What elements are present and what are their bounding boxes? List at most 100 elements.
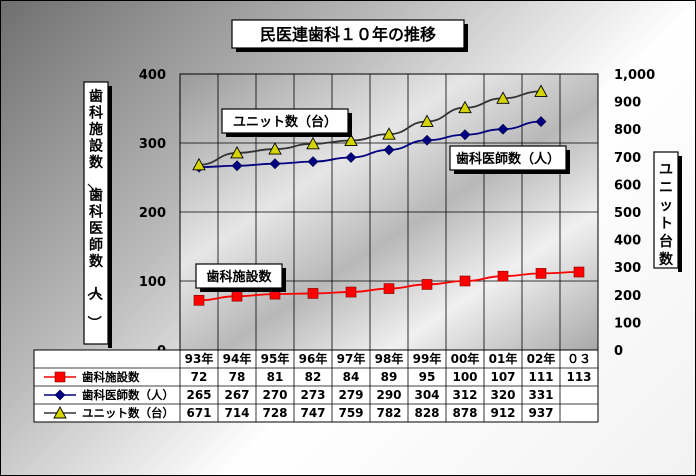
data-label: 107: [490, 370, 515, 384]
right-tick-label: 900: [614, 96, 641, 111]
series-layer: [192, 84, 585, 306]
left-axis-label: 歯科施設数／歯科医師数（人）: [85, 88, 104, 330]
point-diamond: [307, 156, 319, 168]
category-label: 99年: [413, 351, 442, 366]
point-square: [307, 288, 319, 299]
right-tick-label: 300: [614, 261, 641, 276]
left-tick-label: 100: [139, 275, 166, 290]
category-label: 00年: [451, 351, 480, 366]
legend-key-2: [44, 406, 76, 419]
category-label: 93年: [185, 351, 214, 366]
data-label: 273: [300, 388, 325, 402]
point-diamond: [421, 134, 433, 146]
point-diamond: [269, 158, 281, 170]
right-tick-label: 400: [614, 234, 641, 249]
point-diamond: [497, 123, 509, 135]
data-label: 759: [338, 406, 363, 420]
right-tick-label: 800: [614, 123, 641, 138]
category-label: 95年: [261, 351, 290, 366]
data-label: 728: [262, 406, 287, 420]
point-triangle: [230, 145, 244, 159]
data-label: 72: [191, 370, 208, 384]
point-square: [231, 290, 243, 302]
legend-key-0: [44, 371, 76, 383]
data-label: 84: [343, 370, 360, 384]
chart-title: 民医連歯科１０年の推移: [260, 25, 436, 44]
legend-label: ユニット数（台）: [82, 406, 174, 420]
left-tick-label: 400: [139, 68, 166, 83]
data-label: 671: [186, 406, 211, 420]
left-axis-label-shadow: [108, 86, 112, 348]
right-tick-label: 0: [614, 344, 623, 359]
data-label: 81: [267, 370, 284, 384]
point-diamond: [54, 389, 66, 401]
category-label: 01年: [489, 351, 518, 366]
category-label: 98年: [375, 351, 404, 366]
annotation-unit: ユニット数（台）: [221, 108, 352, 137]
category-label: 97年: [337, 351, 366, 366]
category-label: 96年: [299, 351, 328, 366]
title-box-shadow-side: [464, 24, 468, 52]
annotation-unit-text: ユニット数（台）: [233, 114, 337, 130]
point-triangle: [496, 91, 510, 104]
right-tick-label: 700: [614, 151, 641, 166]
data-label: 304: [414, 388, 439, 402]
series-2: [192, 84, 548, 171]
right-tick-label: 500: [614, 206, 641, 221]
category-label: 02年: [527, 351, 556, 366]
data-label: 878: [452, 406, 477, 420]
point-diamond: [345, 152, 357, 163]
right-tick-label: 100: [614, 316, 641, 331]
data-label: 937: [528, 406, 553, 420]
data-label: 265: [186, 388, 211, 402]
point-square: [421, 279, 433, 290]
annotation-dentists-text: 歯科医師数（人）: [456, 151, 560, 167]
legend-label: 歯科医師数（人）: [82, 388, 174, 402]
data-label: 270: [262, 388, 287, 402]
right-tick-label: 600: [614, 178, 641, 193]
data-label: 290: [376, 388, 401, 402]
data-label: 828: [414, 406, 439, 420]
data-label: 82: [305, 370, 322, 384]
point-square: [459, 275, 471, 287]
title-box-shadow: [236, 48, 468, 52]
point-triangle: [268, 142, 282, 155]
series-line: [198, 120, 542, 169]
series-1: [193, 116, 547, 173]
data-label: 89: [381, 370, 398, 384]
category-label: ０３: [567, 352, 591, 366]
data-label: 320: [490, 388, 515, 402]
data-label: 267: [224, 388, 249, 402]
right-axis-ticks: 0 100 200 300 400 500 600 700 800 900 1,000: [614, 68, 655, 359]
point-triangle: [344, 133, 358, 146]
legend-key-1: [44, 389, 76, 401]
data-label: 111: [528, 370, 553, 384]
point-square: [383, 283, 395, 294]
left-tick-label: 300: [139, 137, 166, 152]
point-square: [345, 286, 357, 298]
point-square: [54, 371, 66, 383]
left-axis-label-box: [83, 81, 109, 345]
point-triangle: [420, 114, 434, 127]
category-label: 94年: [223, 351, 252, 366]
data-label: 312: [452, 388, 477, 402]
data-label: 100: [452, 370, 477, 384]
point-triangle: [534, 84, 548, 97]
series-0: [193, 266, 585, 306]
data-label: 714: [224, 406, 249, 420]
point-triangle: [192, 157, 206, 171]
left-tick-label: 200: [139, 206, 166, 221]
series-line: [198, 90, 542, 166]
point-triangle: [458, 100, 472, 114]
data-table: 93年 94年 95年 96年 97年 98年 99年 00年 01年 02年 ０３ 歯科施設数 72 7…: [33, 349, 599, 423]
annotation-facilities: 歯科施設数: [195, 263, 286, 292]
data-label: 279: [338, 388, 363, 402]
point-diamond: [535, 116, 547, 128]
annotation-facilities-text: 歯科施設数: [206, 269, 272, 285]
data-label: 747: [300, 406, 325, 420]
right-tick-label: 200: [614, 289, 641, 304]
right-axis-label-shadow: [678, 156, 682, 272]
point-diamond: [231, 160, 243, 172]
